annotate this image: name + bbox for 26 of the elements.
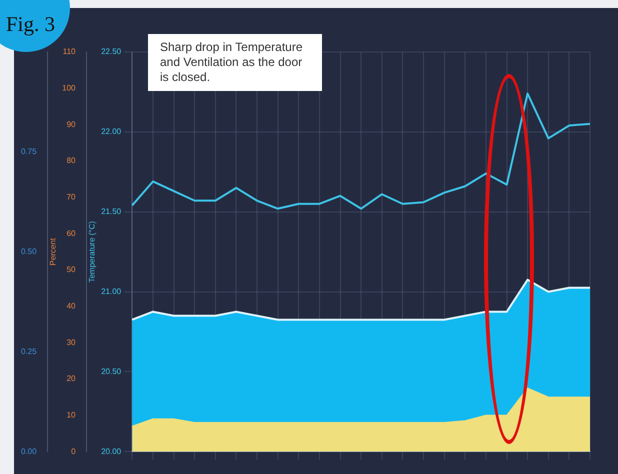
y3-tick-label: 90 xyxy=(66,120,76,129)
y3-tick-label: 0 xyxy=(71,446,76,456)
y3-tick-label: 30 xyxy=(66,338,76,347)
y2-tick-label: 0.00 xyxy=(20,446,38,456)
y3-tick-label: 60 xyxy=(66,228,76,238)
y-tick-label: 21.50 xyxy=(101,207,122,216)
y3-tick-label: 110 xyxy=(62,47,76,56)
y3-axis-title: Percent xyxy=(48,237,58,266)
y3-tick-label: 10 xyxy=(66,410,76,420)
annotation: Sharp drop in Temperature and Ventilation as the door is closed. xyxy=(148,34,322,91)
y-tick-label: 22.50 xyxy=(101,47,122,56)
y3-tick-label: 40 xyxy=(66,301,76,310)
y3-tick-label: 70 xyxy=(66,192,76,202)
y-tick-label: 20.00 xyxy=(101,446,122,456)
y3-tick-label: 100 xyxy=(62,84,76,93)
y3-tick-label: 20 xyxy=(66,374,76,384)
y-tick-label: 21.00 xyxy=(101,286,122,296)
y-tick-label: 20.50 xyxy=(101,366,122,376)
y2-tick-label: 0.50 xyxy=(20,247,38,256)
y3-tick-label: 50 xyxy=(66,265,76,274)
y3-tick-label: 80 xyxy=(66,156,76,166)
y-axis-title: Temperature (°C) xyxy=(88,220,97,283)
y-tick-label: 22.00 xyxy=(101,127,122,136)
y2-tick-label: 0.75 xyxy=(20,147,38,156)
y2-tick-label: 0.25 xyxy=(20,346,38,356)
caption: Fig. 3 xyxy=(6,12,56,37)
